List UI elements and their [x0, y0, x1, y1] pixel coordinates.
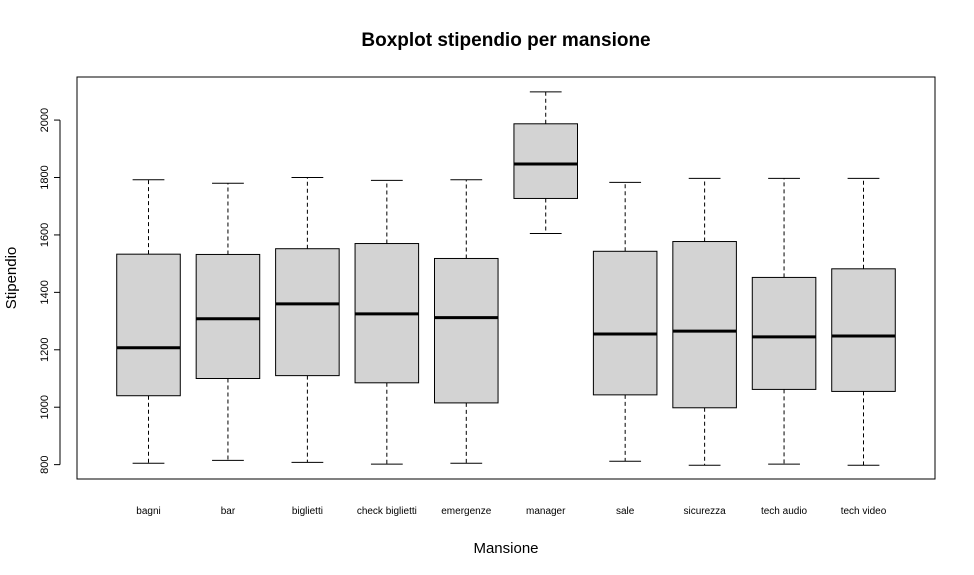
- x-tick-label: sale: [616, 506, 635, 517]
- iqr-box: [434, 257, 499, 404]
- x-tick-label: emergenze: [441, 506, 491, 517]
- iqr-box: [592, 250, 658, 396]
- x-axis-title: Mansione: [473, 540, 538, 557]
- x-tick-label: bagni: [136, 506, 160, 517]
- box-biglietti: [275, 177, 340, 463]
- chart-title: Boxplot stipendio per mansione: [361, 30, 650, 51]
- box-emergenze: [434, 179, 499, 464]
- iqr-box: [513, 123, 579, 199]
- y-tick-label: 1600: [39, 223, 51, 247]
- iqr-box: [275, 248, 340, 377]
- y-axis-title: Stipendio: [3, 247, 20, 310]
- y-axis: 800 1000 1200 1400 1600 1800 2000: [39, 108, 61, 474]
- x-tick-label: sicurezza: [683, 506, 726, 517]
- x-tick-label: manager: [526, 506, 566, 517]
- box-bagni: [116, 179, 181, 464]
- iqr-box: [831, 268, 896, 392]
- y-tick-label: 1200: [39, 338, 51, 362]
- box-tech-audio: [751, 177, 817, 465]
- iqr-box: [672, 241, 737, 409]
- box-sale: [592, 181, 658, 462]
- box-sicurezza: [672, 177, 737, 466]
- x-tick-label: check biglietti: [357, 506, 417, 517]
- x-tick-label: tech audio: [761, 506, 808, 517]
- x-tick-label: biglietti: [292, 506, 323, 517]
- x-axis-labels: bagni bar biglietti check biglietti emergenz…: [136, 506, 886, 517]
- x-tick-label: bar: [221, 506, 236, 517]
- iqr-box: [116, 253, 181, 397]
- box-bar: [195, 182, 261, 461]
- y-tick-label: 800: [39, 455, 51, 473]
- box-tech-video: [831, 177, 896, 466]
- iqr-box: [195, 253, 261, 379]
- y-tick-label: 1400: [39, 280, 51, 304]
- box-check-biglietti: [354, 179, 420, 465]
- box-group: [116, 91, 896, 466]
- iqr-box: [751, 276, 817, 390]
- box-manager: [513, 91, 579, 234]
- plot-frame: [76, 76, 936, 480]
- x-tick-label: tech video: [841, 506, 887, 517]
- y-tick-label: 1800: [39, 165, 51, 189]
- y-tick-label: 2000: [39, 108, 51, 132]
- y-tick-label: 1000: [39, 395, 51, 419]
